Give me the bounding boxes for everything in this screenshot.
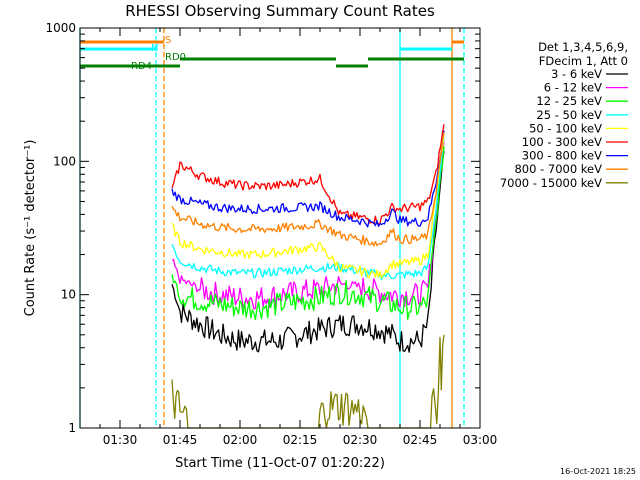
axes-layer xyxy=(79,27,481,429)
flag-layer: SN RD4 RD0 xyxy=(80,35,464,72)
legend-label-1: 6 - 12 keV xyxy=(544,81,602,95)
flag-label-rd4: RD4 xyxy=(131,61,152,72)
vertical-marker-layer xyxy=(79,28,465,428)
y-tick-label-1: 10 xyxy=(61,288,76,302)
legend-label-6: 300 - 800 keV xyxy=(522,149,602,163)
legend-label-3: 25 - 50 keV xyxy=(536,108,602,122)
series-line-5 xyxy=(171,124,445,225)
series-line-0 xyxy=(171,150,445,353)
flag-label-s: S xyxy=(165,35,171,46)
y-axis-label: Count Rate (s⁻¹ detector⁻¹) xyxy=(23,140,38,317)
legend-label-8: 7000 - 15000 keV xyxy=(500,176,602,190)
x-tick-label-2: 02:00 xyxy=(223,433,258,447)
x-tick-label-4: 02:30 xyxy=(343,433,378,447)
plot-frame xyxy=(79,27,481,429)
x-tick-label-3: 02:15 xyxy=(283,433,318,447)
chart-title: RHESSI Observing Summary Count Rates xyxy=(125,2,435,20)
series-line-1 xyxy=(171,141,445,310)
footer-date: 16-Oct-2021 18:25 xyxy=(560,467,636,476)
x-tick-label-5: 02:45 xyxy=(403,433,438,447)
legend-title-line-2: FDecim 1, Att 0 xyxy=(539,54,628,68)
x-tick-label-6: 03:00 xyxy=(463,433,498,447)
series-line-3 xyxy=(171,137,445,281)
tick-layer: 01:30 01:45 02:00 02:15 02:30 02:45 03:00 1 10 10… xyxy=(45,21,497,447)
flag-label-n: N xyxy=(151,43,158,54)
y-tick-label-0: 1 xyxy=(68,421,76,435)
x-tick-label-1: 01:45 xyxy=(163,433,198,447)
legend-label-2: 12 - 25 keV xyxy=(536,94,602,108)
series-line-7 xyxy=(171,132,445,247)
legend-title-line-1: Det 1,3,4,5,6,9, xyxy=(538,40,628,54)
series-line-4 xyxy=(171,134,445,279)
legend-label-0: 3 - 6 keV xyxy=(551,67,602,81)
flag-label-rd0: RD0 xyxy=(165,52,186,63)
legend-label-7: 800 - 7000 keV xyxy=(514,162,602,176)
series-line-6 xyxy=(171,130,445,228)
legend: Det 1,3,4,5,6,9, FDecim 1, Att 0 3 - 6 k… xyxy=(500,40,628,190)
y-tick-label-2: 100 xyxy=(53,154,76,168)
series-line-2 xyxy=(171,146,445,321)
legend-label-4: 50 - 100 keV xyxy=(529,121,602,135)
x-axis-label: Start Time (11-Oct-07 01:20:22) xyxy=(175,456,385,471)
legend-label-5: 100 - 300 keV xyxy=(522,135,602,149)
y-tick-label-3: 1000 xyxy=(45,21,76,35)
series-layer xyxy=(171,124,445,429)
x-tick-label-0: 01:30 xyxy=(103,433,138,447)
